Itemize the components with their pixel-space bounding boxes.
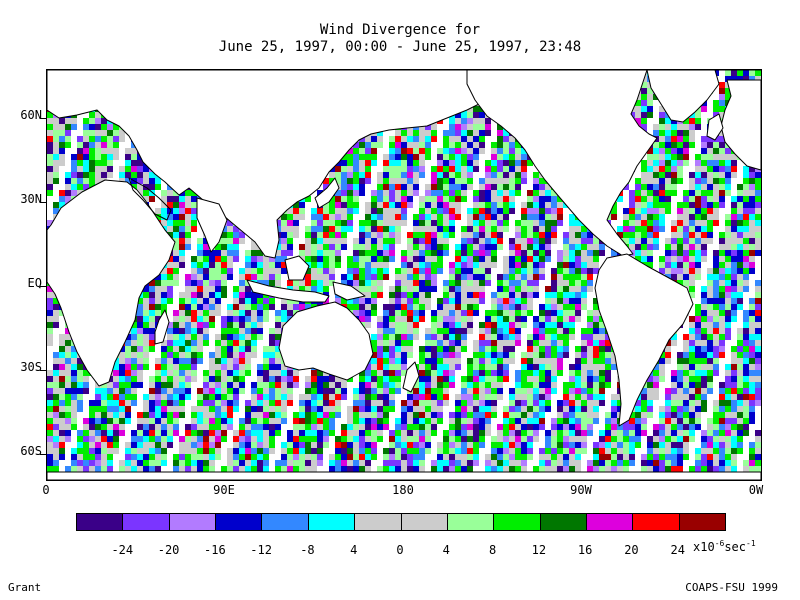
footer-author: Grant	[8, 581, 42, 594]
lat-tick	[40, 202, 46, 203]
colorbar-tick-label: 4	[350, 543, 358, 557]
colorbar-tick-label: 8	[488, 543, 497, 557]
colorbar-swatch	[308, 514, 356, 530]
colorbar-tick-label: 20	[624, 543, 639, 557]
madagascar-outline	[154, 309, 170, 345]
colorbar-swatch	[123, 514, 170, 530]
colorbar-tick-label: -8	[300, 543, 315, 557]
north-america-outline	[466, 70, 658, 257]
lat-tick	[40, 370, 46, 371]
borneo-outline	[284, 255, 310, 281]
footer-credit: COAPS-FSU 1999	[685, 581, 778, 594]
uk-outline	[706, 113, 724, 141]
europe-outline	[720, 79, 761, 171]
colorbar-swatch	[494, 514, 541, 530]
colorbar-swatch	[169, 514, 217, 530]
colorbar-tick-label: -12	[250, 543, 272, 557]
colorbar-unit: x10-6sec-1	[693, 539, 756, 554]
lat-label-60s: 60S	[20, 444, 42, 458]
antarctica-outline	[47, 471, 761, 480]
south-america-outline	[594, 253, 694, 427]
map-title: Wind Divergence for	[319, 22, 481, 38]
land-masses	[47, 70, 761, 480]
colorbar-swatch	[262, 514, 309, 530]
lat-label-30n: 30N	[20, 192, 42, 206]
colorbar-swatch	[77, 514, 124, 530]
colorbar-swatch	[355, 514, 402, 530]
colorbar-tick-label: 12	[531, 543, 547, 557]
greenland-outline	[646, 70, 720, 123]
australia-outline	[278, 301, 374, 381]
colorbar-swatch	[540, 514, 587, 530]
lat-label-60n: 60N	[20, 108, 42, 122]
colorbar-tick-label: -24	[111, 543, 134, 557]
lat-tick	[40, 118, 46, 119]
lon-label-0w: 0W	[748, 483, 764, 497]
lat-label-30s: 30S	[20, 360, 42, 374]
colorbar	[76, 513, 726, 531]
colorbar-tick-label: 24	[670, 543, 685, 557]
colorbar-swatch	[216, 514, 263, 530]
india-outline	[196, 197, 228, 253]
map-plot-area	[46, 69, 762, 481]
colorbar-tick-label: 4	[442, 543, 450, 557]
colorbar-swatch	[633, 514, 680, 530]
map-date-range: June 25, 1997, 00:00 - June 25, 1997, 23…	[218, 39, 582, 55]
colorbar-swatch	[586, 514, 634, 530]
lon-label-90w: 90W	[570, 483, 592, 497]
colorbar-tick-label: -16	[204, 543, 226, 557]
colorbar-tick-label: 16	[577, 543, 593, 557]
new-zealand-outline	[402, 361, 420, 393]
indonesia-outline	[246, 279, 330, 303]
arabia-outline	[128, 177, 172, 221]
new-guinea-outline	[332, 281, 366, 301]
lon-label-180: 180	[392, 483, 414, 497]
lon-label-0: 0	[42, 483, 50, 497]
colorbar-swatch	[679, 514, 726, 530]
colorbar-swatch	[447, 514, 495, 530]
divergence-map	[47, 70, 761, 480]
lon-label-90e: 90E	[213, 483, 235, 497]
lat-label-eq: EQ	[27, 276, 42, 290]
colorbar-tick-label: -20	[157, 543, 180, 557]
colorbar-tick-label: 0	[396, 543, 404, 557]
lat-tick	[40, 454, 46, 455]
japan-outline	[314, 177, 340, 209]
africa-outline	[47, 179, 176, 387]
colorbar-swatch	[401, 514, 448, 530]
eurasia-outline	[47, 70, 761, 259]
lat-tick	[40, 286, 46, 287]
